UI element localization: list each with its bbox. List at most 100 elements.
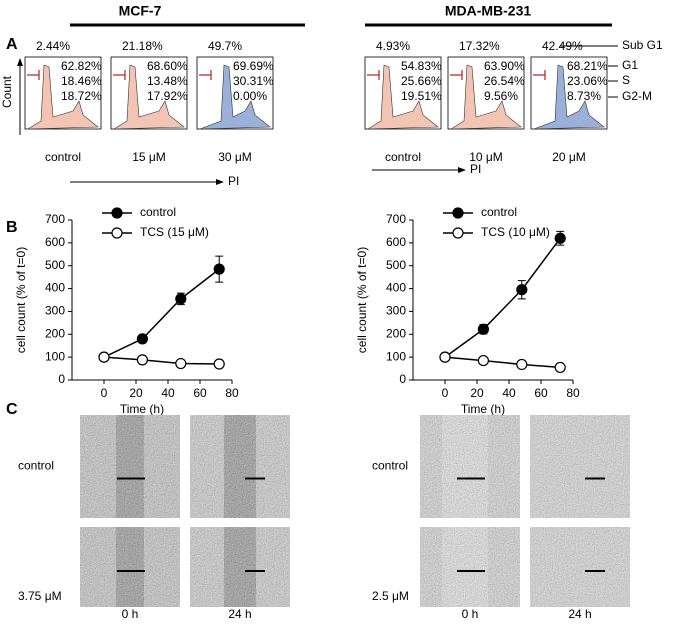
y-tick-label: 0 — [58, 372, 65, 386]
series-line — [103, 356, 220, 365]
y-tick-label: 500 — [386, 258, 406, 272]
sample-label: 15 μM — [132, 150, 166, 164]
phase-value: 18.72% — [61, 89, 102, 103]
arrow-head — [216, 179, 224, 185]
row-label: control — [372, 459, 408, 473]
histogram-fill — [366, 64, 439, 130]
data-point — [175, 357, 187, 370]
data-point — [213, 358, 225, 370]
legend-label: control — [140, 205, 176, 219]
sub-g1-value: 42.49% — [542, 39, 583, 53]
data-point — [516, 284, 528, 296]
sample-label: 20 μM — [552, 150, 586, 164]
header: MCF-7 — [119, 3, 162, 19]
y-tick-label: 700 — [45, 212, 65, 226]
grain — [190, 527, 290, 607]
phase-value: 68.21% — [567, 59, 608, 73]
y-axis-label: cell count (% of t=0) — [355, 247, 369, 353]
legend-marker — [452, 227, 464, 239]
sub-g1-value: 49.7% — [208, 39, 242, 53]
sub-g1-value: 21.18% — [122, 39, 163, 53]
phase-label: G2-M — [622, 89, 652, 103]
x-tick-label: 80 — [225, 386, 239, 400]
histogram-fill — [26, 64, 99, 130]
histogram-fill — [112, 64, 185, 130]
phase-value: 0.00% — [233, 89, 267, 103]
phase-value: 63.90% — [484, 59, 525, 73]
series-line — [103, 268, 220, 358]
time-label: 24 h — [228, 607, 251, 621]
panel-label: C — [6, 401, 18, 418]
phase-value: 30.31% — [233, 74, 274, 88]
y-axis-label: cell count (% of t=0) — [14, 247, 28, 353]
grain — [530, 527, 630, 607]
phase-value: 54.83% — [401, 59, 442, 73]
arrow-head — [17, 58, 23, 66]
y-tick-label: 300 — [386, 304, 406, 318]
data-point — [477, 354, 489, 367]
row-label: 2.5 μM — [372, 589, 409, 603]
data-point — [554, 361, 566, 374]
x-tick-label: 60 — [534, 386, 548, 400]
grain — [80, 527, 180, 607]
histogram-fill — [449, 64, 522, 130]
data-point — [98, 351, 110, 363]
sub-g1-value: 4.93% — [376, 39, 410, 53]
x-tick-label: 20 — [129, 386, 143, 400]
data-point — [477, 323, 489, 335]
arrow-head — [458, 167, 466, 173]
time-label: 24 h — [568, 607, 591, 621]
grain — [80, 415, 180, 518]
phase-value: 69.69% — [233, 59, 274, 73]
y-tick-label: 100 — [386, 349, 406, 363]
sub-g1-value: 2.44% — [36, 39, 70, 53]
data-point — [136, 333, 148, 345]
phase-label: Sub G1 — [622, 38, 663, 52]
sub-g1-value: 17.32% — [459, 39, 500, 53]
legend-marker — [111, 207, 123, 219]
legend-marker — [452, 207, 464, 219]
y-axis-label: Count — [0, 75, 14, 108]
y-tick-label: 0 — [399, 372, 406, 386]
y-tick-label: 600 — [386, 235, 406, 249]
x-axis-label: Time (h) — [461, 402, 505, 416]
phase-value: 23.06% — [567, 74, 608, 88]
phase-value: 17.92% — [147, 89, 188, 103]
sample-label: control — [45, 150, 81, 164]
phase-value: 18.46% — [61, 74, 102, 88]
grain — [190, 415, 290, 518]
x-tick-label: 20 — [470, 386, 484, 400]
histogram-fill — [533, 64, 605, 130]
phase-label: G1 — [622, 58, 638, 72]
series-line — [444, 237, 561, 358]
y-tick-label: 400 — [386, 281, 406, 295]
grain — [420, 415, 520, 518]
phase-value: 8.73% — [567, 89, 601, 103]
phase-value: 19.51% — [401, 89, 442, 103]
phase-value: 13.48% — [147, 74, 188, 88]
y-tick-label: 500 — [45, 258, 65, 272]
grain — [420, 527, 520, 607]
grain — [530, 415, 630, 518]
time-label: 0 h — [122, 607, 139, 621]
x-tick-label: 60 — [193, 386, 207, 400]
phase-value: 62.82% — [61, 59, 102, 73]
x-axis-label: PI — [228, 174, 239, 188]
x-tick-label: 40 — [502, 386, 516, 400]
header: MDA-MB-231 — [445, 3, 532, 19]
x-tick-label: 80 — [566, 386, 580, 400]
y-tick-label: 100 — [45, 349, 65, 363]
x-tick-label: 0 — [101, 386, 108, 400]
sample-label: 30 μM — [218, 150, 252, 164]
y-tick-label: 300 — [45, 304, 65, 318]
x-tick-label: 40 — [161, 386, 175, 400]
x-axis-label: PI — [470, 162, 481, 176]
y-tick-label: 700 — [386, 212, 406, 226]
series-line — [444, 356, 561, 369]
legend-label: TCS (10 μM) — [481, 225, 550, 239]
y-tick-label: 400 — [45, 281, 65, 295]
sample-label: 10 μM — [469, 150, 503, 164]
row-label: 3.75 μM — [18, 589, 62, 603]
x-axis-label: Time (h) — [120, 402, 164, 416]
data-point — [516, 358, 528, 371]
